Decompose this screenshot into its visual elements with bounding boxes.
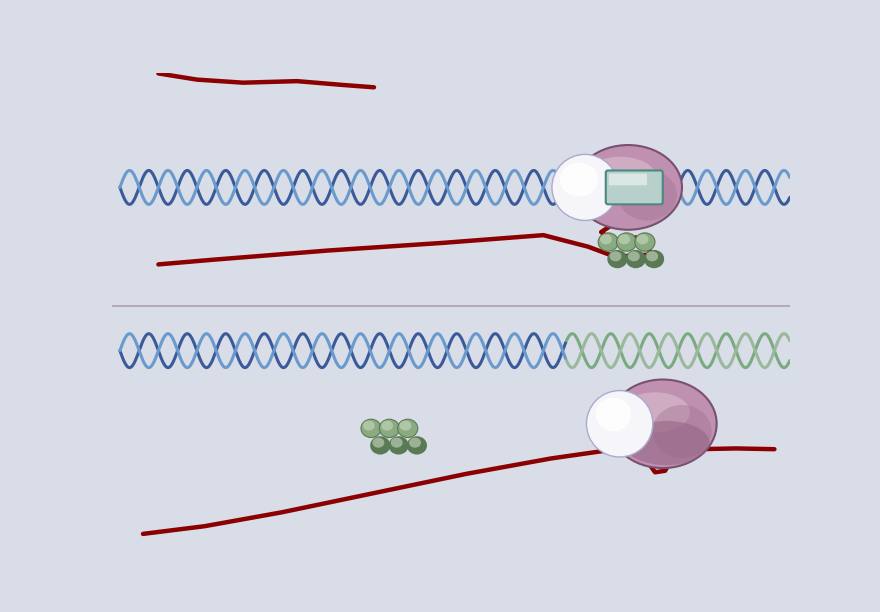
Ellipse shape xyxy=(409,438,421,448)
Ellipse shape xyxy=(575,145,682,230)
Ellipse shape xyxy=(586,390,653,457)
Ellipse shape xyxy=(552,154,618,220)
Ellipse shape xyxy=(598,233,619,251)
Ellipse shape xyxy=(634,233,655,251)
Ellipse shape xyxy=(636,234,649,244)
Ellipse shape xyxy=(652,405,712,458)
Ellipse shape xyxy=(398,419,418,438)
Ellipse shape xyxy=(618,170,677,220)
Ellipse shape xyxy=(644,250,664,268)
Ellipse shape xyxy=(391,438,403,448)
Ellipse shape xyxy=(617,233,636,251)
FancyBboxPatch shape xyxy=(605,171,663,204)
Ellipse shape xyxy=(626,250,646,268)
Ellipse shape xyxy=(646,252,658,261)
Ellipse shape xyxy=(620,392,690,432)
Ellipse shape xyxy=(600,234,612,244)
Ellipse shape xyxy=(596,398,631,431)
Ellipse shape xyxy=(381,420,393,431)
Ellipse shape xyxy=(388,436,408,455)
Ellipse shape xyxy=(619,234,630,244)
FancyBboxPatch shape xyxy=(609,174,647,185)
Ellipse shape xyxy=(407,436,427,455)
Ellipse shape xyxy=(372,438,385,448)
Ellipse shape xyxy=(628,252,640,261)
Ellipse shape xyxy=(361,419,381,438)
Ellipse shape xyxy=(610,252,621,261)
Ellipse shape xyxy=(609,379,716,468)
Ellipse shape xyxy=(624,421,710,465)
Ellipse shape xyxy=(607,250,627,268)
Ellipse shape xyxy=(370,436,391,455)
Ellipse shape xyxy=(400,420,411,431)
Ellipse shape xyxy=(363,420,375,431)
Ellipse shape xyxy=(379,419,400,438)
Ellipse shape xyxy=(560,163,598,196)
Ellipse shape xyxy=(585,157,656,195)
